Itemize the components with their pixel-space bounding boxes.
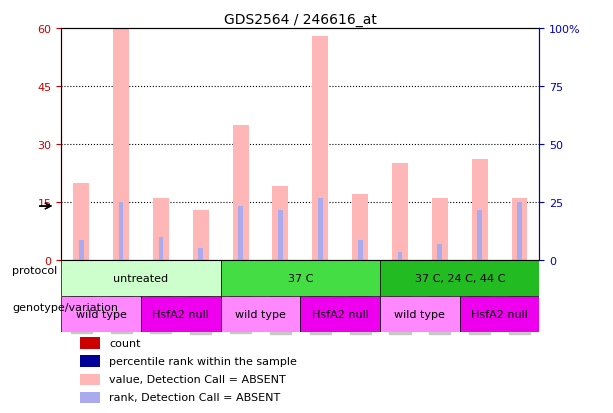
Text: 37 C: 37 C — [287, 273, 313, 283]
Text: untreated: untreated — [113, 273, 169, 283]
Bar — [74, 183, 89, 260]
Bar — [80, 337, 99, 349]
FancyBboxPatch shape — [380, 260, 539, 296]
Bar — [312, 37, 329, 260]
Bar — [80, 392, 99, 403]
Text: HsfA2 null: HsfA2 null — [153, 309, 209, 319]
Bar — [80, 374, 99, 385]
Bar — [511, 199, 527, 260]
Text: 37 C, 24 C, 44 C: 37 C, 24 C, 44 C — [414, 273, 505, 283]
Bar — [159, 237, 163, 260]
Bar — [272, 187, 288, 260]
Bar — [438, 245, 442, 260]
Bar — [358, 241, 362, 260]
Bar — [238, 206, 243, 260]
FancyBboxPatch shape — [221, 296, 300, 332]
Text: wild type: wild type — [395, 309, 445, 319]
FancyBboxPatch shape — [61, 260, 221, 296]
Bar — [80, 356, 99, 367]
Text: genotype/variation: genotype/variation — [12, 303, 118, 313]
FancyBboxPatch shape — [221, 260, 380, 296]
Text: HsfA2 null: HsfA2 null — [471, 309, 528, 319]
Text: wild type: wild type — [235, 309, 286, 319]
Text: count: count — [109, 338, 140, 348]
Bar — [79, 241, 83, 260]
Bar — [278, 210, 283, 260]
Bar — [478, 210, 482, 260]
Bar — [199, 249, 203, 260]
Bar — [192, 210, 208, 260]
Bar — [233, 125, 249, 260]
Text: wild type: wild type — [76, 309, 126, 319]
Bar — [113, 29, 129, 260]
Bar — [392, 164, 408, 260]
FancyBboxPatch shape — [61, 296, 141, 332]
FancyBboxPatch shape — [300, 296, 380, 332]
Text: protocol: protocol — [12, 266, 58, 275]
Text: value, Detection Call = ABSENT: value, Detection Call = ABSENT — [109, 375, 286, 385]
FancyBboxPatch shape — [460, 296, 539, 332]
Bar — [119, 202, 123, 260]
Bar — [517, 202, 522, 260]
Title: GDS2564 / 246616_at: GDS2564 / 246616_at — [224, 12, 377, 26]
Text: percentile rank within the sample: percentile rank within the sample — [109, 356, 297, 366]
Bar — [472, 160, 488, 260]
Bar — [398, 252, 402, 260]
FancyBboxPatch shape — [141, 296, 221, 332]
Bar — [352, 195, 368, 260]
Bar — [432, 199, 448, 260]
FancyBboxPatch shape — [380, 296, 460, 332]
Bar — [153, 199, 169, 260]
Text: rank, Detection Call = ABSENT: rank, Detection Call = ABSENT — [109, 392, 280, 403]
Bar — [318, 199, 322, 260]
Text: HsfA2 null: HsfA2 null — [312, 309, 368, 319]
